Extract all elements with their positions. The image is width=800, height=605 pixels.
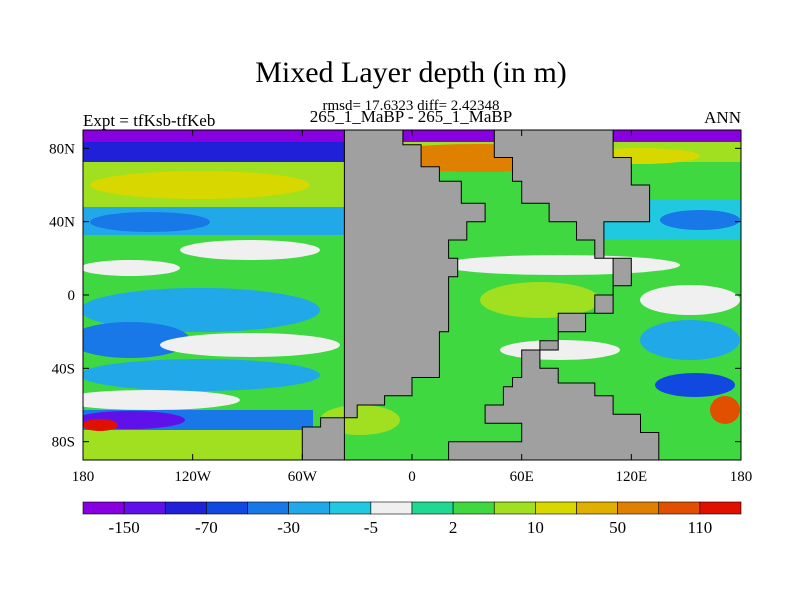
x-tick-label: 180	[72, 469, 95, 485]
experiment-label: Expt = tfKsb-tfKeb	[83, 111, 215, 130]
colorbar-label: -70	[195, 518, 218, 537]
stats-line: rmsd= 17.6323 diff= 2.42348	[322, 98, 499, 114]
y-tick-label: 80N	[49, 141, 75, 157]
colorbar-label: -150	[109, 518, 140, 537]
colorbar-label: 10	[527, 518, 544, 537]
colorbar: -150 -70 -30 -5 2 10 50 110	[82, 501, 742, 537]
x-axis: 180 120W 60W 0 60E 120E 180	[72, 130, 753, 485]
colorbar-label: -5	[364, 518, 378, 537]
colorbar-swatch	[452, 501, 495, 515]
colorbar-swatch	[370, 501, 413, 515]
y-axis: 80N 40N 0 40S 80S	[49, 141, 741, 451]
colorbar-label: 2	[449, 518, 458, 537]
colorbar-swatch	[82, 501, 125, 515]
colorbar-label: 110	[687, 518, 712, 537]
x-tick-label: 60E	[510, 469, 534, 485]
chart-subtitle: 265_1_MaBP - 265_1_MaBP	[310, 107, 512, 126]
land-masses	[301, 130, 660, 460]
plot-area	[83, 130, 741, 460]
y-tick-label: 40N	[49, 215, 75, 231]
colorbar-swatch	[493, 501, 536, 515]
colorbar-swatch	[699, 501, 742, 515]
colorbar-swatch	[164, 501, 207, 515]
x-tick-label: 60W	[288, 469, 318, 485]
colorbar-swatch	[576, 501, 618, 515]
colorbar-swatch	[206, 501, 248, 515]
y-tick-label: 40S	[52, 361, 75, 377]
x-tick-label: 120W	[174, 469, 212, 485]
colorbar-swatch	[247, 501, 289, 515]
colorbar-swatch	[411, 501, 454, 515]
colorbar-label: 50	[609, 518, 626, 537]
colorbar-swatch	[288, 501, 331, 515]
season-label: ANN	[704, 108, 741, 127]
y-tick-label: 80S	[52, 435, 75, 451]
continent-pangea-east	[448, 130, 660, 460]
colorbar-label: -30	[277, 518, 300, 537]
colorbar-swatch	[329, 501, 372, 515]
colorbar-swatch	[123, 501, 166, 515]
x-tick-label: 180	[730, 469, 753, 485]
colorbar-swatch	[617, 501, 660, 515]
x-tick-label: 120E	[615, 469, 647, 485]
y-tick-label: 0	[68, 288, 76, 304]
chart-title: Mixed Layer depth (in m)	[255, 56, 567, 89]
colorbar-swatch	[535, 501, 577, 515]
x-tick-label: 0	[408, 469, 416, 485]
continent-pangea-west	[301, 130, 486, 460]
colorbar-swatch	[658, 501, 701, 515]
